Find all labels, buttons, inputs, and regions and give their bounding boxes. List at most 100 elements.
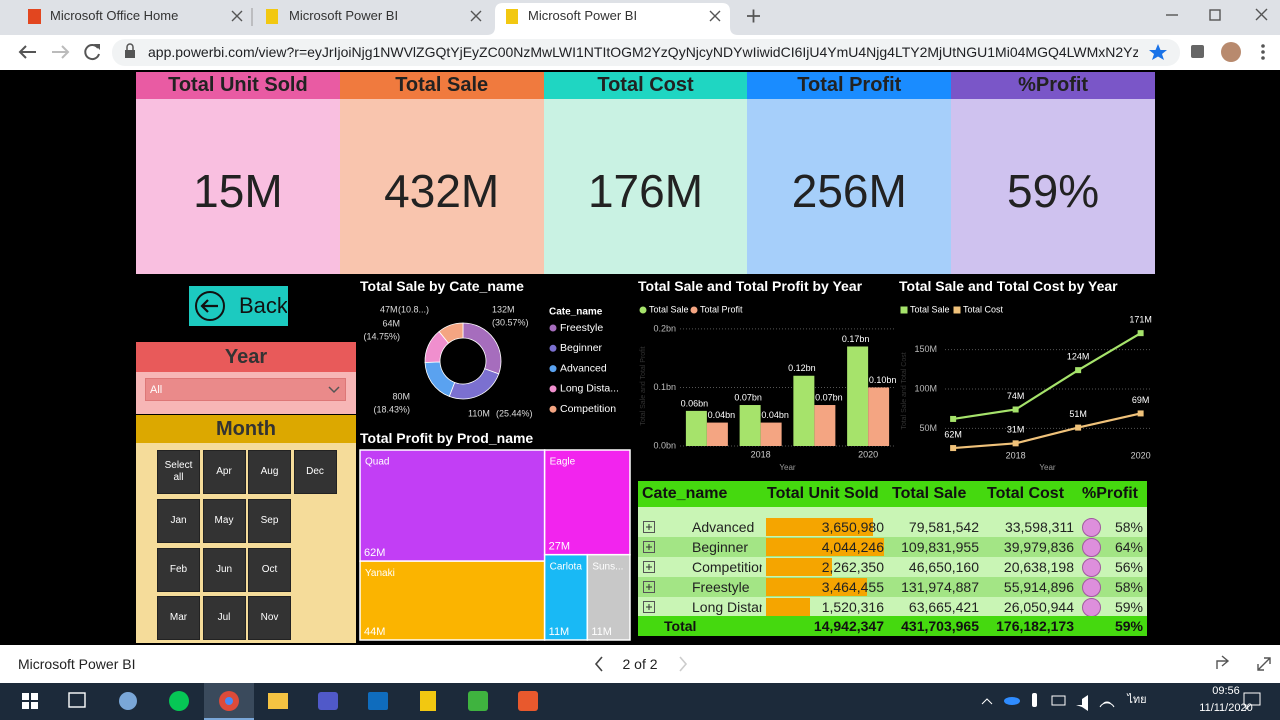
expand-button[interactable] [643, 601, 655, 613]
month-button[interactable]: Jul [202, 596, 246, 641]
bar [814, 405, 836, 446]
data-bar [766, 598, 811, 616]
month-button[interactable]: Jan [157, 498, 200, 543]
month-label: Jul [217, 612, 231, 624]
month-button[interactable]: Sep [248, 498, 291, 543]
donut-slice [438, 322, 464, 344]
legend-label: Total Sale [649, 304, 689, 314]
expand-button[interactable] [643, 581, 655, 593]
month-label: Jan [170, 514, 187, 526]
table-cell: 59% [1114, 599, 1143, 615]
y-tick-label: 0.2bn [653, 323, 676, 333]
month-button[interactable]: Jun [202, 547, 246, 592]
x-axis-title: Year [779, 463, 796, 472]
table-cell: Beginner [692, 539, 749, 555]
month-button[interactable]: Aug [248, 450, 291, 494]
month-button[interactable]: Select all [157, 450, 200, 494]
data-label: 0.07bn [734, 392, 762, 402]
table-row [638, 577, 1147, 597]
table-cell: Advanced [692, 519, 755, 535]
donut-slice [424, 361, 456, 397]
card-body [136, 99, 340, 274]
column-header[interactable]: Cate_name [642, 485, 728, 502]
line [952, 332, 1142, 421]
card-value: 432M [384, 165, 500, 217]
data-label: 0.17bn [842, 334, 870, 344]
treemap-label: Eagle [550, 457, 576, 468]
clock-date[interactable]: 11/11/2020 [1199, 702, 1253, 714]
y-tick-label: 150M [914, 344, 937, 354]
treemap-value-label: 44M [364, 626, 385, 638]
y-tick-label: 50M [919, 423, 937, 433]
legend-label: Freestyle [560, 322, 603, 334]
donut-value-label: 132M [492, 304, 515, 314]
legend-marker [639, 306, 647, 314]
treemap-tile [586, 553, 631, 641]
column-header[interactable]: Total Unit Sold [767, 485, 879, 502]
year-dropdown-value: All [150, 384, 163, 396]
back-label: Back [239, 293, 287, 318]
month-label: Sep [260, 514, 279, 526]
donut-slice [448, 368, 500, 400]
table-cell: 55,914,896 [1003, 579, 1074, 595]
donut-percent-label: (18.43%) [373, 404, 410, 414]
card-title: Total Sale [395, 74, 489, 96]
browser-tab[interactable]: Microsoft Power BI [289, 8, 399, 23]
year-dropdown[interactable]: All [145, 378, 346, 401]
data-bar [766, 538, 884, 556]
back-button[interactable]: Back [189, 286, 288, 326]
donut-percent-label: (10.8...) [398, 304, 429, 314]
data-label: 0.06bn [681, 398, 709, 408]
card-title: Total Unit Sold [168, 74, 308, 96]
column-header[interactable]: Total Cost [987, 485, 1065, 502]
card-header [951, 72, 1155, 99]
table-cell: 33,598,311 [1004, 519, 1074, 535]
plus [646, 544, 652, 550]
table-cell: 39,979,836 [1003, 539, 1074, 555]
column-header[interactable]: %Profit [1082, 485, 1138, 502]
expand-button[interactable] [643, 541, 655, 553]
total-cell: 176,182,173 [996, 618, 1074, 634]
app-name: Microsoft Power BI [18, 656, 136, 672]
x-tick-label: 2020 [858, 449, 878, 459]
donut-percent-label: (30.57%) [492, 317, 529, 327]
legend-marker [549, 405, 557, 413]
treemap-tile [543, 449, 631, 556]
legend-label: Advanced [560, 362, 607, 374]
year-slicer-header [136, 342, 356, 372]
legend-marker [549, 365, 557, 373]
table-cell: 26,050,944 [1003, 599, 1074, 615]
month-button[interactable]: Apr [202, 450, 246, 494]
expand-button[interactable] [643, 561, 655, 573]
month-button[interactable]: May [202, 498, 246, 543]
table-row [638, 537, 1147, 557]
month-button[interactable]: Nov [248, 596, 291, 641]
month-button[interactable]: Oct [248, 547, 291, 592]
plus [646, 604, 652, 610]
point [1137, 410, 1144, 417]
input-language[interactable]: ไทย [1127, 694, 1147, 706]
card-value: 256M [791, 165, 907, 217]
month-button[interactable]: Feb [157, 547, 200, 592]
clock-time[interactable]: 09:56 [1212, 685, 1240, 697]
browser-tab[interactable]: Microsoft Power BI [528, 8, 638, 23]
legend-label: Competition [560, 403, 616, 415]
month-button[interactable]: Mar [157, 596, 200, 641]
browser-tab[interactable]: Microsoft Office Home [50, 8, 179, 23]
line [953, 412, 1141, 450]
table-cell: 1,520,316 [821, 599, 884, 615]
treemap: Quad 62M Yanaki 44M Eagle 27M Carlota 11M Suns..… [359, 449, 631, 641]
legend-marker [953, 306, 961, 314]
line-chart: 50M 100M 150M Total Sale Total Cost 2018 2020 6… [900, 304, 1152, 472]
table-header-bg [638, 481, 1147, 507]
address-bar[interactable]: app.powerbi.com/view?r=eyJrIjoiNjg1NWVlZ… [148, 44, 1138, 60]
point [1075, 367, 1082, 374]
page-indicator: 2 of 2 [622, 656, 658, 672]
month-label: Feb [169, 563, 188, 575]
expand-button[interactable] [643, 521, 655, 533]
column-header[interactable]: Total Sale [892, 485, 967, 502]
data-label: 0.04bn [761, 410, 789, 420]
card-header [543, 72, 748, 99]
month-button[interactable]: Dec [293, 450, 337, 494]
table-cell: 3,650,980 [821, 519, 884, 535]
